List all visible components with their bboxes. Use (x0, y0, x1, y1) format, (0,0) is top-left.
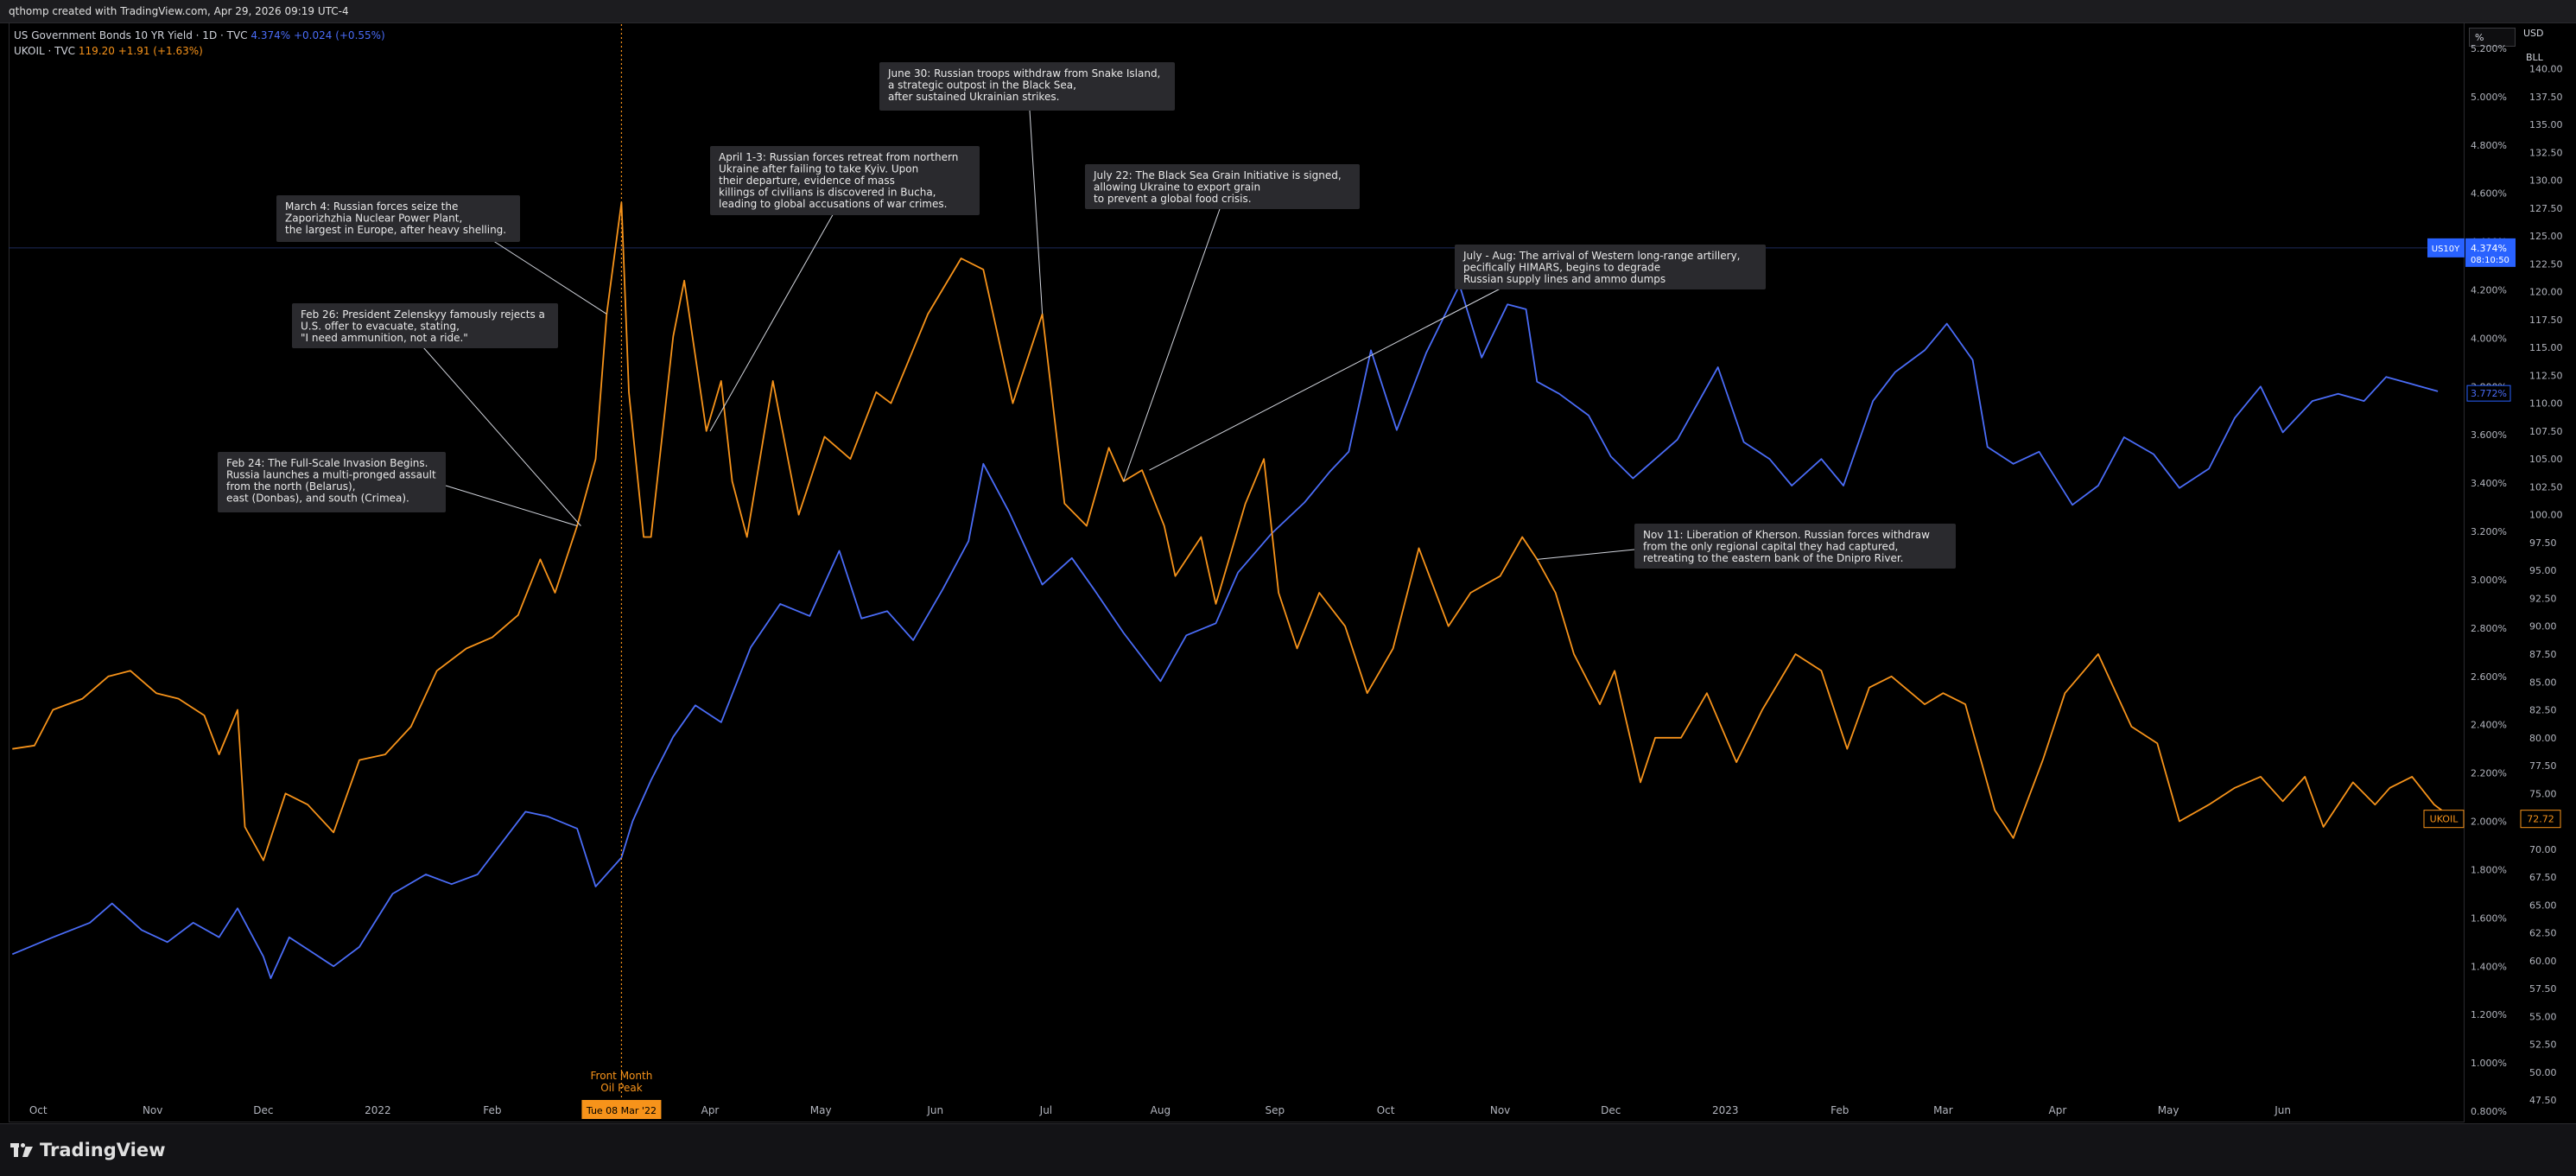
oil-tick-label-23: 82.50 (2529, 705, 2557, 716)
legend-us10y[interactable]: US Government Bonds 10 YR Yield · 1D · T… (14, 29, 385, 41)
header-bar: qthomp created with TradingView.com, Apr… (0, 0, 2576, 23)
oil-tick-label-17: 97.50 (2529, 537, 2557, 549)
oil-tick-label-36: 50.00 (2529, 1067, 2557, 1078)
oil-tick-label-24: 80.00 (2529, 733, 2557, 744)
us10y-last-badge (2466, 385, 2511, 402)
tradingview-icon (10, 1143, 33, 1157)
percent-scale-button[interactable]: % (2469, 28, 2516, 47)
ukoil-last-value: 72.72 (2527, 814, 2554, 825)
legend-ukoil-change: +1.91 (+1.63%) (117, 45, 203, 57)
yield-tick-label-8: 3.600% (2471, 429, 2507, 441)
oil-tick-label-8: 120.00 (2529, 287, 2563, 298)
yield-tick-label-9: 3.400% (2471, 478, 2507, 489)
oil-tick-label-29: 67.50 (2529, 872, 2557, 883)
oil-tick-label-2: 135.00 (2529, 119, 2563, 130)
oil-tick-label-30: 65.00 (2529, 899, 2557, 911)
oil-tick-label-14: 105.00 (2529, 454, 2563, 465)
oil-tick-label-21: 87.50 (2529, 649, 2557, 660)
yield-tick-label-17: 1.800% (2471, 864, 2507, 875)
oil-tick-label-18: 95.00 (2529, 565, 2557, 576)
yield-tick-label-21: 1.000% (2471, 1058, 2507, 1069)
yield-tick-label-12: 2.800% (2471, 623, 2507, 634)
unit-label[interactable]: BLL (2526, 52, 2543, 63)
currency-label[interactable]: USD (2523, 28, 2544, 39)
oil-tick-label-32: 60.00 (2529, 956, 2557, 967)
yield-tick-label-16: 2.000% (2471, 817, 2507, 828)
yield-tick-label-2: 4.800% (2471, 140, 2507, 151)
oil-tick-label-4: 130.00 (2529, 175, 2563, 187)
yield-tick-label-10: 3.200% (2471, 526, 2507, 537)
yield-tick-label-7: 3.800% (2471, 381, 2507, 392)
yield-tick-label-19: 1.400% (2471, 961, 2507, 972)
chart-frame[interactable] (9, 22, 2465, 1122)
yield-tick-label-13: 2.600% (2471, 671, 2507, 683)
oil-tick-label-0: 140.00 (2529, 64, 2563, 75)
oil-tick-label-27: 72.50 (2529, 817, 2557, 828)
oil-tick-label-26: 75.00 (2529, 788, 2557, 799)
oil-tick-label-28: 70.00 (2529, 844, 2557, 855)
legend-ukoil-value: 119.20 (78, 45, 115, 57)
oil-tick-label-19: 92.50 (2529, 593, 2557, 604)
footer-bar: TradingView (0, 1123, 2576, 1176)
yield-tick-label-4: 4.400% (2471, 237, 2507, 248)
chart-credit: qthomp created with TradingView.com, Apr… (9, 5, 349, 17)
legend-ukoil[interactable]: UKOIL · TVC 119.20 +1.91 (+1.63%) (14, 45, 203, 57)
us10y-countdown: 08:10:50 (2471, 256, 2509, 265)
oil-tick-label-1: 137.50 (2529, 92, 2563, 103)
oil-tick-label-7: 122.50 (2529, 258, 2563, 270)
legend-us10y-name: US Government Bonds 10 YR Yield · 1D · T… (14, 29, 248, 41)
oil-tick-label-6: 125.00 (2529, 231, 2563, 242)
yield-tick-label-22: 0.800% (2471, 1106, 2507, 1117)
yield-tick-label-6: 4.000% (2471, 333, 2507, 344)
us10y-price-value: 4.374% (2471, 243, 2507, 254)
ukoil-last-badge (2520, 810, 2561, 829)
yield-tick-label-18: 1.600% (2471, 912, 2507, 924)
oil-tick-label-13: 107.50 (2529, 426, 2563, 437)
yield-tick-label-1: 5.000% (2471, 92, 2507, 103)
oil-tick-label-12: 110.00 (2529, 398, 2563, 410)
oil-tick-label-20: 90.00 (2529, 621, 2557, 632)
us10y-price-badge (2465, 238, 2516, 267)
yield-tick-label-14: 2.400% (2471, 720, 2507, 731)
yield-tick-label-15: 2.200% (2471, 768, 2507, 779)
oil-tick-label-3: 132.50 (2529, 147, 2563, 158)
yield-tick-label-11: 3.000% (2471, 575, 2507, 586)
tradingview-logo[interactable]: TradingView (10, 1140, 165, 1160)
oil-tick-label-5: 127.50 (2529, 203, 2563, 214)
oil-tick-label-11: 112.50 (2529, 370, 2563, 381)
oil-tick-label-35: 52.50 (2529, 1039, 2557, 1051)
us10y-last-value: 3.772% (2471, 388, 2507, 399)
legend-us10y-change: +0.024 (+0.55%) (293, 29, 385, 41)
oil-tick-label-10: 115.00 (2529, 342, 2563, 353)
oil-tick-label-31: 62.50 (2529, 928, 2557, 939)
oil-tick-label-15: 102.50 (2529, 481, 2563, 493)
oil-tick-label-25: 77.50 (2529, 760, 2557, 772)
oil-tick-label-34: 55.00 (2529, 1011, 2557, 1022)
yield-tick-label-20: 1.200% (2471, 1009, 2507, 1020)
yield-tick-label-3: 4.600% (2471, 188, 2507, 200)
legend-ukoil-name: UKOIL · TVC (14, 45, 76, 57)
oil-tick-label-37: 47.50 (2529, 1095, 2557, 1106)
legend-us10y-value: 4.374% (251, 29, 291, 41)
oil-tick-label-9: 117.50 (2529, 315, 2563, 326)
tradingview-wordmark: TradingView (40, 1140, 166, 1160)
yield-tick-label-5: 4.200% (2471, 285, 2507, 296)
oil-tick-label-33: 57.50 (2529, 983, 2557, 995)
oil-tick-label-16: 100.00 (2529, 510, 2563, 521)
oil-tick-label-22: 85.00 (2529, 677, 2557, 688)
